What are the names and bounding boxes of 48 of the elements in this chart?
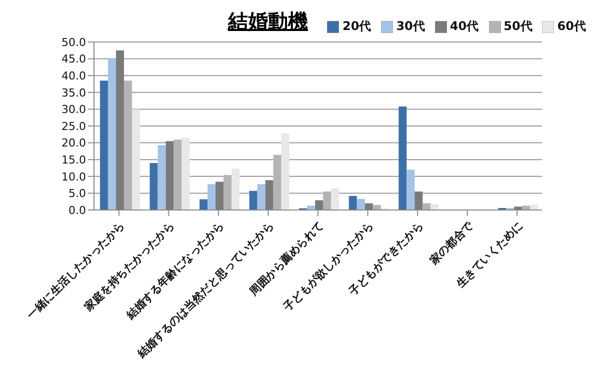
y-tick-label: 5.0: [68, 187, 86, 200]
y-tick-label: 15.0: [62, 154, 86, 167]
bar: [406, 170, 415, 210]
bar: [150, 162, 158, 210]
bar: [182, 138, 190, 210]
bar: [273, 154, 282, 210]
bar: [124, 80, 132, 210]
bar: [522, 206, 530, 210]
bar: [132, 109, 140, 210]
legend-label: 60代: [557, 18, 586, 35]
bar: [166, 141, 174, 210]
bar: [249, 190, 258, 210]
bar: [216, 182, 224, 210]
bar: [323, 192, 332, 210]
legend-label: 20代: [342, 18, 372, 35]
y-tick-label: 0.0: [68, 204, 86, 217]
y-tick-label: 25.0: [62, 120, 86, 133]
bar: [307, 206, 316, 210]
bar: [224, 175, 232, 210]
bar: [348, 196, 357, 210]
bar: [116, 50, 124, 210]
y-tick-label: 20.0: [62, 136, 86, 150]
bar: [257, 184, 266, 210]
y-tick-label: 35.0: [62, 86, 86, 100]
bar: [232, 168, 240, 210]
bar: [158, 145, 166, 210]
bar: [414, 192, 423, 210]
bar: [398, 106, 407, 210]
legend-label: 40代: [450, 18, 479, 35]
bar: [356, 198, 365, 210]
y-tick-label: 45.0: [62, 52, 86, 66]
y-tick-label: 50.0: [62, 36, 86, 49]
bar: [331, 188, 340, 210]
y-tick-label: 40.0: [62, 70, 86, 83]
bar: [108, 58, 116, 210]
bar: [200, 199, 208, 210]
bar: [174, 139, 182, 210]
bar: [315, 200, 324, 210]
chart-title: 結婚動機: [228, 9, 308, 33]
legend-label: 50代: [504, 18, 532, 35]
legend-label: 30代: [396, 18, 425, 35]
bar: [265, 180, 274, 210]
y-tick-label: 10.0: [62, 170, 86, 184]
bar: [530, 204, 538, 210]
y-tick-label: 30.0: [62, 103, 86, 116]
bar: [100, 80, 108, 210]
bar: [208, 184, 216, 210]
bar: [281, 133, 290, 210]
